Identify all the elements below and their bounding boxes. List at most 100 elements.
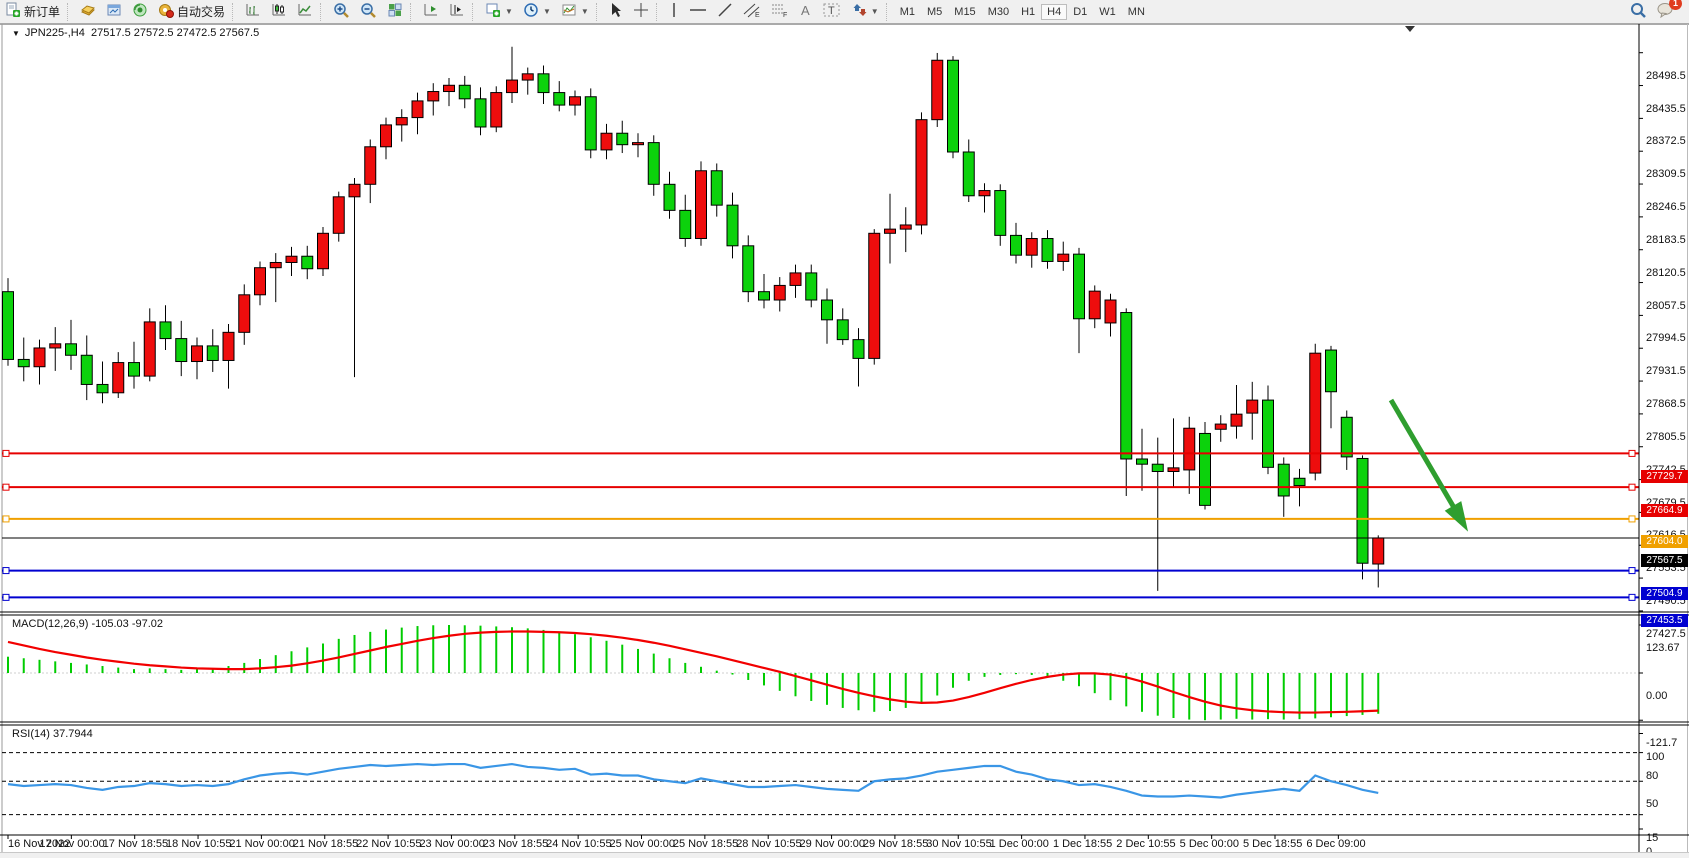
chart-background — [0, 23, 1689, 858]
line-handle-right[interactable] — [1628, 515, 1636, 523]
channel-tool-button[interactable]: E — [738, 1, 766, 22]
indicators-button[interactable]: ▼ — [556, 1, 594, 22]
candle-body — [1277, 463, 1290, 497]
chart-shift-button[interactable] — [444, 1, 470, 22]
line-price-tag: 27453.5 — [1641, 613, 1688, 627]
auto-arrange-button[interactable] — [418, 1, 444, 22]
candle-body — [175, 338, 188, 363]
chart-shift-marker-icon[interactable] — [1405, 26, 1415, 32]
timeframe-w1[interactable]: W1 — [1099, 5, 1116, 18]
candle-body — [569, 96, 581, 106]
candle-body — [159, 321, 172, 340]
svg-text:F: F — [783, 12, 787, 18]
candle-body — [17, 358, 30, 368]
fibonacci-tool-button[interactable]: F — [766, 1, 794, 22]
trendline-tool-button[interactable] — [712, 1, 738, 22]
candle-body — [868, 232, 881, 359]
line-chart-button[interactable] — [292, 1, 318, 22]
vertical-line-tool-button[interactable] — [664, 1, 684, 22]
toolbar-separator — [595, 2, 602, 21]
timeframe-d1[interactable]: D1 — [1073, 5, 1088, 18]
tile-windows-icon — [387, 2, 403, 21]
search-icon[interactable] — [1629, 1, 1647, 22]
candle-body — [789, 272, 802, 286]
line-handle-right[interactable] — [1628, 449, 1636, 457]
new-order-button[interactable]: 新订单 — [0, 1, 65, 22]
line-handle-right[interactable] — [1628, 567, 1636, 575]
chart-symbol-period: JPN225-,H4 — [24, 27, 85, 39]
horizontal-line-tool-button[interactable] — [684, 1, 712, 22]
arrows-tool-button[interactable]: ▼ — [846, 1, 884, 22]
candle-body — [947, 59, 959, 153]
signals-button[interactable] — [127, 1, 153, 22]
market-watch-button[interactable] — [101, 1, 127, 22]
timeframe-m1[interactable]: M1 — [899, 5, 915, 18]
dropdown-caret: ▼ — [580, 7, 589, 16]
time-axis-label: 21 Nov 00:00 — [229, 838, 295, 850]
line-handle-left[interactable] — [2, 449, 10, 457]
candle-body — [1246, 399, 1259, 414]
crosshair-tool-button[interactable] — [628, 1, 654, 22]
candle-body — [254, 267, 266, 296]
candle-body — [348, 183, 361, 198]
line-handle-left[interactable] — [2, 593, 10, 601]
line-price-tag: 27604.0 — [1641, 535, 1688, 549]
history-center-button[interactable] — [75, 1, 101, 22]
line-handle-left[interactable] — [2, 515, 10, 523]
timeframe-m15[interactable]: M15 — [954, 5, 976, 18]
time-axis-label: 17 Nov 18:55 — [102, 838, 169, 850]
notifications-icon[interactable]: 1 — [1657, 0, 1682, 21]
candle-body — [332, 196, 345, 234]
zoom-out-button[interactable] — [355, 1, 382, 22]
candle-body — [1230, 413, 1243, 427]
toolbar-separator — [472, 2, 478, 21]
timeframe-group: M1 M5 M15 M30 H1 H4 D1 W1 MN — [894, 3, 1151, 20]
chart-canvas[interactable] — [0, 23, 1689, 858]
candle-body — [317, 232, 329, 270]
line-handle-left[interactable] — [2, 567, 10, 575]
candlestick-chart-button[interactable] — [266, 1, 292, 22]
zoom-in-icon — [333, 2, 350, 22]
new-chart-button[interactable]: ▼ — [480, 1, 518, 22]
candle-body — [143, 321, 156, 377]
zoom-out-icon — [360, 2, 377, 22]
time-axis-label: 1 Dec 18:55 — [1052, 838, 1113, 850]
candle-body — [1104, 299, 1117, 324]
timeframe-h4[interactable]: H4 — [1041, 3, 1068, 20]
tile-windows-button[interactable] — [382, 1, 408, 22]
periods-button[interactable]: ▼ — [518, 1, 556, 22]
text-label-tool-button[interactable]: T — [818, 1, 846, 22]
bar-chart-button[interactable] — [240, 1, 266, 22]
price-axis-label: 27868.5 — [1646, 398, 1686, 411]
candle-body — [805, 272, 818, 301]
chart-window[interactable]: ▼ JPN225-,H4 27517.5 27572.5 27472.5 2756… — [0, 23, 1689, 858]
candle-body — [1010, 234, 1022, 256]
text-tool-button[interactable]: A — [794, 1, 818, 22]
zoom-in-button[interactable] — [328, 1, 355, 22]
candle-body — [821, 299, 833, 321]
candle-body — [758, 291, 770, 301]
svg-text:A: A — [801, 3, 810, 18]
line-handle-right[interactable] — [1628, 593, 1636, 601]
candle-body — [994, 190, 1007, 236]
timeframe-mn[interactable]: MN — [1127, 5, 1145, 18]
timeframe-m30[interactable]: M30 — [987, 5, 1010, 18]
svg-text:E: E — [755, 12, 760, 18]
cursor-tool-button[interactable] — [604, 1, 628, 22]
time-axis-label: 25 Nov 18:55 — [672, 838, 739, 850]
text-icon: A — [799, 2, 813, 21]
candle-body — [931, 59, 944, 121]
candle-body — [1199, 432, 1211, 506]
line-handle-right[interactable] — [1628, 483, 1636, 491]
price-axis-label: 28183.5 — [1646, 233, 1686, 246]
candle-body — [128, 362, 140, 377]
line-handle-left[interactable] — [2, 483, 10, 491]
candle-body — [663, 183, 676, 211]
timeframe-h1[interactable]: H1 — [1021, 5, 1036, 18]
equidistant-channel-icon: E — [743, 2, 761, 21]
arrow-annotation[interactable] — [1388, 398, 1466, 525]
candle-body — [427, 91, 440, 102]
timeframe-m5[interactable]: M5 — [927, 5, 943, 18]
autotrading-button[interactable]: 自动交易 — [153, 1, 230, 22]
chart-dropdown-icon[interactable]: ▼ — [12, 29, 20, 38]
